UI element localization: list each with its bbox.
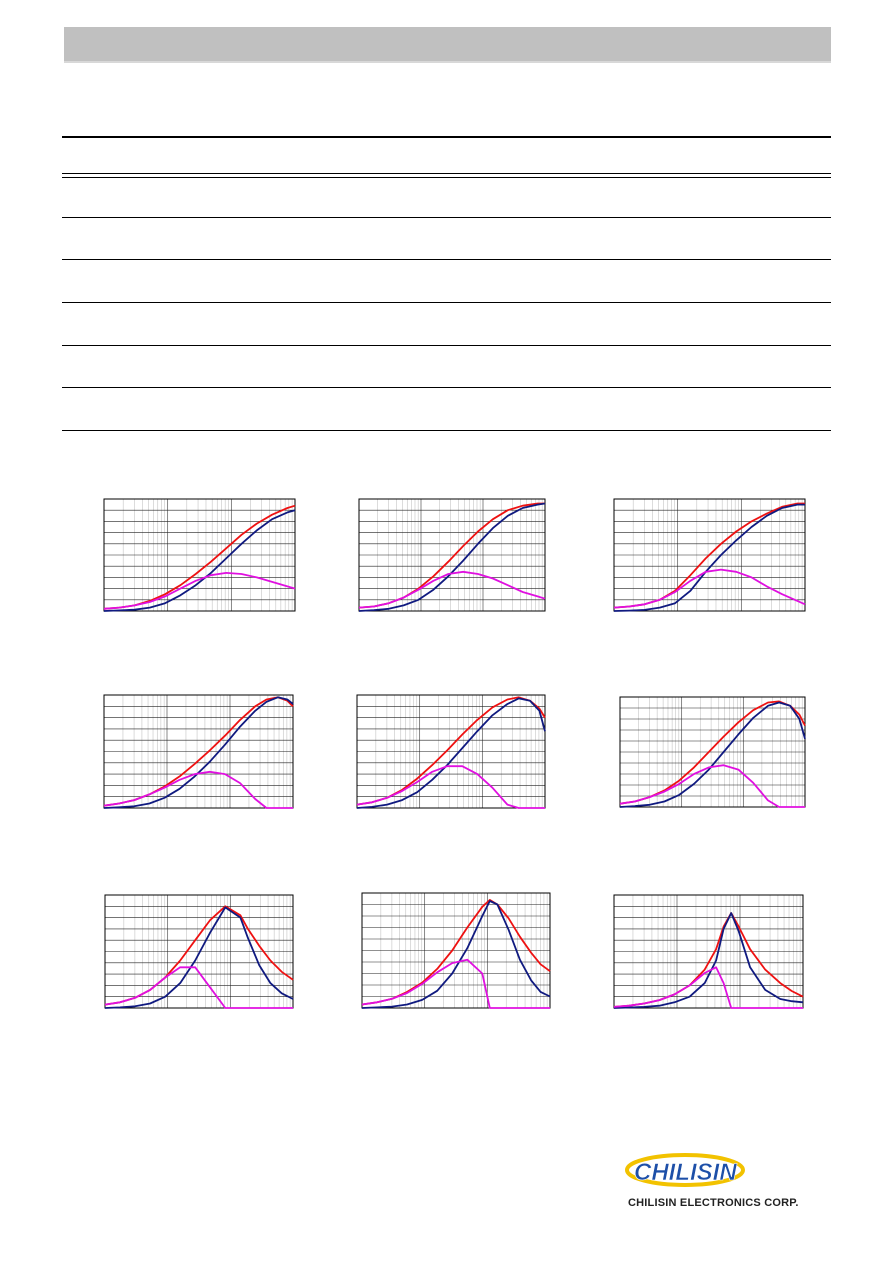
table-header-rule — [62, 173, 831, 178]
impedance-chart-6 — [619, 696, 806, 808]
plot-frame — [356, 694, 546, 809]
table-row-rule — [62, 217, 831, 218]
series-impedance-line — [356, 696, 546, 806]
plot-frame — [613, 498, 806, 612]
impedance-chart-8 — [361, 892, 551, 1009]
table-row-rule — [62, 259, 831, 260]
plot-frame — [613, 894, 804, 1009]
table-row-rule — [62, 302, 831, 303]
series-impedance-line — [361, 899, 551, 1006]
impedance-chart-3 — [613, 498, 806, 612]
series-reactance-line — [613, 966, 803, 1009]
series-reactance-line — [358, 570, 546, 609]
plot-frame — [361, 892, 551, 1009]
table-bottom-rule — [62, 430, 831, 431]
series-resistance-line — [613, 912, 804, 1009]
plot-frame — [358, 498, 546, 612]
impedance-chart-5 — [356, 694, 546, 809]
series-resistance-line — [619, 701, 806, 808]
impedance-chart-7 — [104, 894, 294, 1009]
impedance-chart-4 — [103, 694, 294, 809]
series-resistance-line — [103, 509, 296, 612]
series-reactance-line — [361, 958, 550, 1009]
table-row-rule — [62, 345, 831, 346]
series-impedance-line — [104, 905, 294, 1006]
plot-frame — [103, 694, 294, 809]
plot-frame — [104, 894, 294, 1009]
series-reactance-line — [103, 770, 293, 809]
series-reactance-line — [613, 568, 806, 609]
series-reactance-line — [103, 572, 296, 610]
impedance-chart-2 — [358, 498, 546, 612]
plot-frame — [103, 498, 296, 612]
logo-swoosh — [625, 1153, 745, 1187]
series-reactance-line — [356, 765, 545, 809]
series-impedance-line — [358, 502, 545, 609]
series-resistance-line — [104, 906, 294, 1009]
table-row-rule — [62, 387, 831, 388]
series-resistance-line — [358, 502, 546, 612]
impedance-chart-9 — [613, 894, 804, 1009]
series-impedance-line — [613, 912, 804, 1008]
impedance-chart-1 — [103, 498, 296, 612]
logo-mark: CHILISIN — [634, 1159, 737, 1186]
table-top-rule — [62, 136, 831, 138]
series-resistance-line — [361, 900, 551, 1009]
header-bar — [64, 27, 831, 63]
series-resistance-line — [356, 697, 546, 809]
company-name: CHILISIN ELECTRONICS CORP. — [628, 1197, 799, 1209]
series-resistance-line — [103, 696, 294, 809]
series-resistance-line — [613, 503, 805, 612]
series-reactance-line — [104, 966, 293, 1009]
plot-frame — [619, 696, 806, 808]
company-logo: CHILISIN — [625, 1153, 745, 1187]
series-reactance-line — [619, 764, 805, 808]
series-impedance-line — [619, 700, 806, 805]
